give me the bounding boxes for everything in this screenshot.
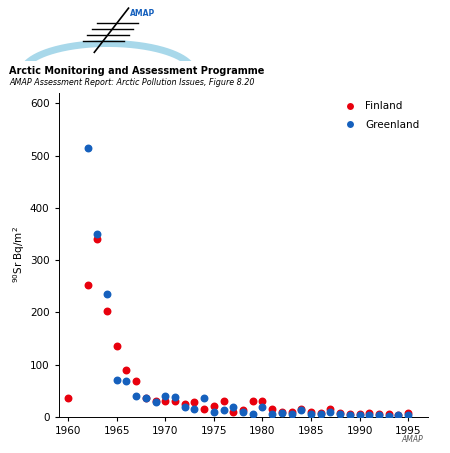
Greenland [337, 410, 344, 418]
Finland [171, 397, 179, 405]
Greenland [201, 395, 208, 402]
Greenland [327, 408, 334, 415]
Text: AMAP Assessment Report: Arctic Pollution Issues, Figure 8.20: AMAP Assessment Report: Arctic Pollution… [9, 78, 255, 87]
Greenland [249, 410, 256, 418]
Finland [152, 397, 159, 405]
Greenland [405, 411, 412, 418]
Greenland [356, 412, 363, 419]
Finland [259, 397, 266, 405]
Greenland [210, 408, 217, 415]
Finland [317, 409, 324, 416]
Text: AMAP: AMAP [130, 10, 156, 18]
Y-axis label: $^{90}$Sr Bq/m$^2$: $^{90}$Sr Bq/m$^2$ [11, 226, 27, 283]
Finland [133, 378, 140, 385]
Greenland [162, 392, 169, 400]
Greenland [317, 410, 324, 418]
Greenland [123, 378, 130, 385]
Finland [113, 342, 120, 350]
Greenland [113, 376, 120, 384]
Finland [94, 236, 101, 243]
Finland [104, 308, 111, 315]
Finland [249, 397, 256, 405]
Finland [327, 405, 334, 413]
Greenland [133, 392, 140, 400]
Finland [84, 281, 91, 288]
Greenland [385, 412, 392, 419]
Greenland [366, 412, 373, 419]
Finland [191, 399, 198, 406]
Finland [395, 411, 402, 418]
Finland [65, 395, 72, 402]
Greenland [288, 410, 295, 418]
Greenland [181, 404, 189, 411]
Finland [385, 410, 392, 418]
Finland [337, 409, 344, 416]
Greenland [297, 407, 305, 414]
Finland [239, 407, 247, 414]
Finland [162, 397, 169, 405]
Finland [181, 400, 189, 407]
Finland [375, 410, 382, 418]
Greenland [239, 408, 247, 415]
Greenland [191, 405, 198, 413]
Text: AMAP: AMAP [401, 435, 423, 443]
Greenland [84, 144, 91, 151]
Finland [142, 395, 149, 402]
Greenland [142, 395, 149, 402]
Greenland [220, 407, 227, 414]
Finland [288, 408, 295, 415]
Finland [123, 366, 130, 373]
Greenland [278, 409, 285, 416]
Finland [356, 410, 363, 418]
Finland [201, 405, 208, 413]
Finland [307, 408, 315, 415]
Finland [405, 410, 412, 417]
Finland [346, 410, 353, 418]
Finland [220, 397, 227, 405]
Legend: Finland, Greenland: Finland, Greenland [337, 98, 422, 133]
Finland [230, 408, 237, 415]
Finland [297, 406, 305, 413]
Greenland [307, 410, 315, 418]
Greenland [171, 393, 179, 400]
Greenland [230, 404, 237, 411]
Finland [210, 403, 217, 410]
Finland [278, 408, 285, 415]
Greenland [375, 412, 382, 419]
Greenland [259, 404, 266, 411]
Greenland [152, 399, 159, 406]
Finland [366, 409, 373, 416]
Text: Arctic Monitoring and Assessment Programme: Arctic Monitoring and Assessment Program… [9, 66, 265, 76]
Greenland [395, 412, 402, 419]
Greenland [104, 290, 111, 298]
Greenland [346, 412, 353, 419]
Finland [269, 405, 276, 413]
Greenland [94, 230, 101, 237]
Greenland [269, 410, 276, 418]
